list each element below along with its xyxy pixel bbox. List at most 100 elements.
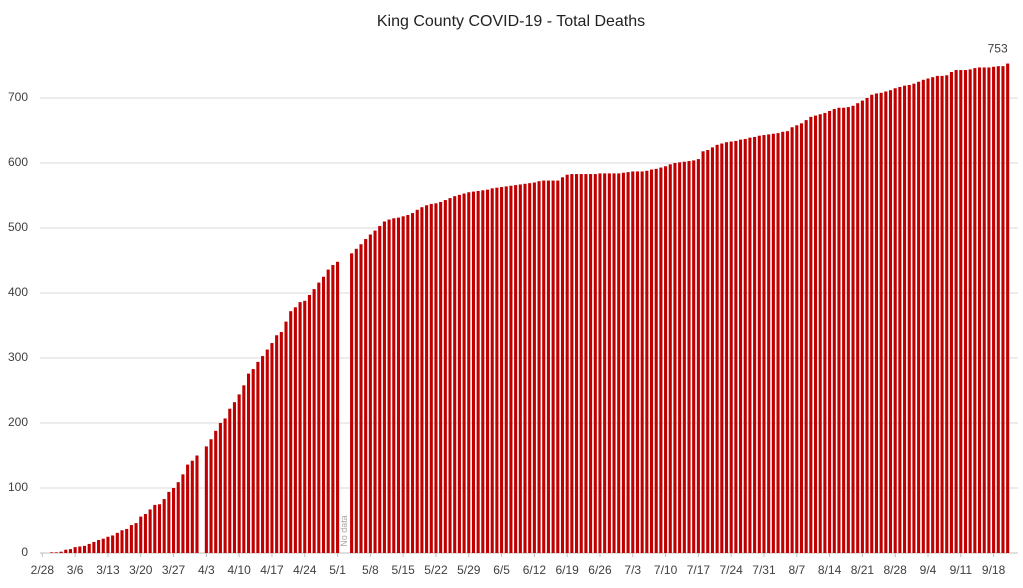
x-tick-label: 3/27: [162, 563, 186, 577]
x-tick-label: 4/10: [227, 563, 251, 577]
bar: [851, 105, 855, 554]
x-tick-label: 3/6: [67, 563, 84, 577]
bar: [659, 167, 663, 554]
bar: [593, 174, 597, 554]
bar: [101, 538, 105, 553]
bar: [790, 127, 794, 553]
bar: [860, 100, 864, 553]
bar: [336, 261, 340, 553]
bar: [940, 75, 944, 554]
bar: [228, 408, 232, 553]
bar: [537, 181, 541, 553]
bar: [579, 174, 583, 554]
bar: [926, 78, 930, 553]
x-tick-label: 8/28: [884, 563, 908, 577]
bar: [959, 70, 963, 554]
bar: [167, 491, 171, 553]
bar: [734, 140, 738, 553]
bar: [214, 430, 218, 553]
x-tick-label: 9/18: [982, 563, 1006, 577]
bar: [87, 543, 91, 553]
bar: [828, 111, 832, 553]
x-tick-label: 7/10: [654, 563, 678, 577]
bar: [415, 209, 419, 554]
bar: [767, 134, 771, 553]
bar: [448, 198, 452, 553]
bar: [795, 125, 799, 554]
bar: [125, 528, 129, 553]
bar: [471, 191, 476, 553]
x-tick-label: 3/20: [129, 563, 153, 577]
bar: [626, 172, 630, 553]
bar: [387, 219, 391, 554]
bar: [523, 183, 527, 554]
bar: [242, 385, 246, 553]
bar: [818, 114, 822, 553]
bar: [917, 81, 921, 553]
bar: [218, 423, 222, 553]
bar: [710, 147, 714, 553]
bar: [401, 216, 405, 554]
bar: [846, 107, 850, 553]
bar: [382, 221, 386, 553]
bar: [570, 174, 574, 554]
bar: [186, 464, 190, 553]
bar: [870, 94, 874, 553]
bar: [396, 217, 401, 553]
bar: [528, 183, 532, 553]
bar: [350, 253, 354, 553]
x-tick-label: 7/17: [687, 563, 711, 577]
bar: [111, 535, 115, 553]
bar: [743, 138, 747, 553]
bar: [289, 311, 293, 553]
x-tick-label: 4/3: [198, 563, 215, 577]
y-tick-label: 700: [8, 90, 28, 104]
bar: [82, 545, 87, 553]
bar: [246, 373, 251, 553]
bar: [293, 307, 297, 553]
bar: [551, 180, 555, 554]
bar: [771, 133, 775, 553]
bar: [907, 85, 911, 553]
bar: [64, 549, 68, 553]
bar: [589, 174, 593, 554]
x-tick-label: 5/8: [362, 563, 379, 577]
bar: [837, 107, 841, 553]
bar: [504, 186, 508, 553]
y-tick-label: 100: [8, 480, 28, 494]
bar: [420, 207, 424, 553]
bar: [968, 69, 972, 554]
x-tick-label: 4/17: [260, 563, 284, 577]
x-tick-label: 9/11: [950, 563, 973, 577]
bar: [321, 276, 326, 553]
bar: [757, 135, 761, 553]
bar: [804, 120, 808, 553]
bar: [73, 547, 77, 553]
bar: [809, 116, 813, 553]
bar: [574, 174, 579, 554]
bar: [518, 184, 522, 553]
x-tick-label: 6/12: [523, 563, 547, 577]
bar: [439, 202, 443, 553]
y-tick-label: 400: [8, 285, 28, 299]
bar: [453, 196, 457, 553]
bar: [612, 173, 616, 553]
bar: [649, 169, 654, 553]
bar: [232, 402, 237, 553]
bar: [434, 203, 438, 554]
bar: [893, 88, 897, 553]
x-tick-label: 6/19: [555, 563, 579, 577]
bar: [50, 552, 54, 553]
bar: [509, 185, 513, 553]
bar: [724, 142, 729, 553]
bar: [312, 289, 316, 553]
bar: [832, 109, 836, 554]
bar: [739, 139, 743, 553]
bar: [326, 269, 330, 553]
bar: [237, 394, 241, 553]
bar: [706, 150, 710, 553]
bar: [223, 418, 227, 553]
bar: [982, 67, 986, 553]
bar: [631, 171, 635, 553]
bar: [696, 159, 700, 553]
